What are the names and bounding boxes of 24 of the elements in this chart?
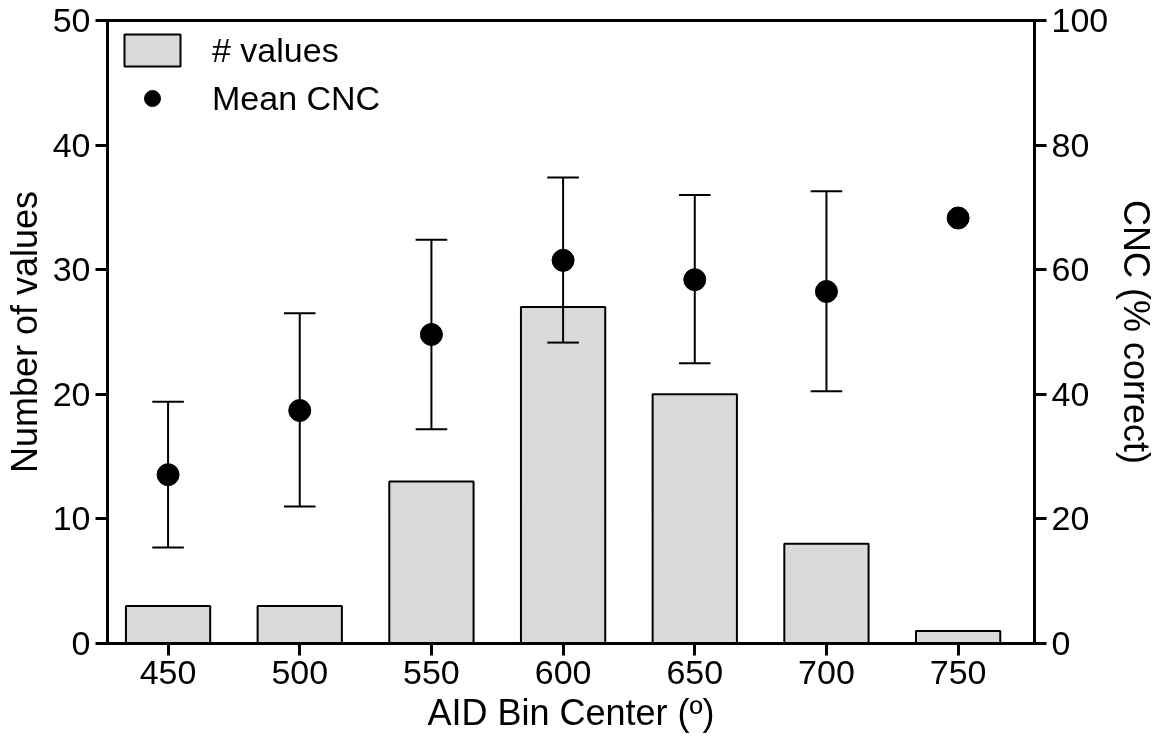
x-tick-label: 700 (798, 652, 855, 691)
x-tick-label: 650 (666, 652, 724, 691)
x-tick-label: 600 (534, 652, 592, 691)
y-tick-label: 40 (52, 125, 91, 164)
y2-axis-title: CNC (% correct) (1116, 200, 1158, 465)
y-tick-label: 30 (52, 250, 91, 289)
y-tick-label: 0 (71, 624, 91, 662)
y-axis-title: Number of values (3, 190, 45, 474)
y2-tick-label: 80 (1051, 125, 1090, 164)
y-tick-label: 50 (52, 1, 91, 39)
x-axis-title: AID Bin Center (º) (427, 691, 715, 733)
y2-tick-label: 40 (1051, 374, 1090, 413)
y2-tick-label: 60 (1051, 250, 1090, 289)
y2-tick-label: 0 (1051, 624, 1071, 662)
x-tick-label: 750 (929, 652, 987, 691)
legend-label: # values (212, 30, 339, 70)
legend-label: Mean CNC (212, 78, 381, 118)
y2-tick-label: 20 (1051, 499, 1090, 538)
x-tick-label: 450 (139, 652, 197, 691)
x-tick-label: 500 (271, 652, 329, 691)
x-tick-label: 550 (403, 652, 460, 691)
y2-tick-label: 100 (1051, 1, 1109, 39)
y-tick-label: 20 (52, 374, 91, 413)
y-tick-label: 10 (52, 499, 91, 538)
